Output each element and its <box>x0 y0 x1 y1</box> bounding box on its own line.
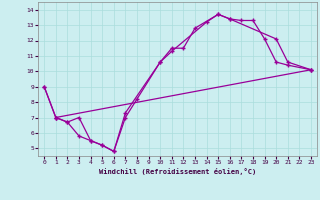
X-axis label: Windchill (Refroidissement éolien,°C): Windchill (Refroidissement éolien,°C) <box>99 168 256 175</box>
